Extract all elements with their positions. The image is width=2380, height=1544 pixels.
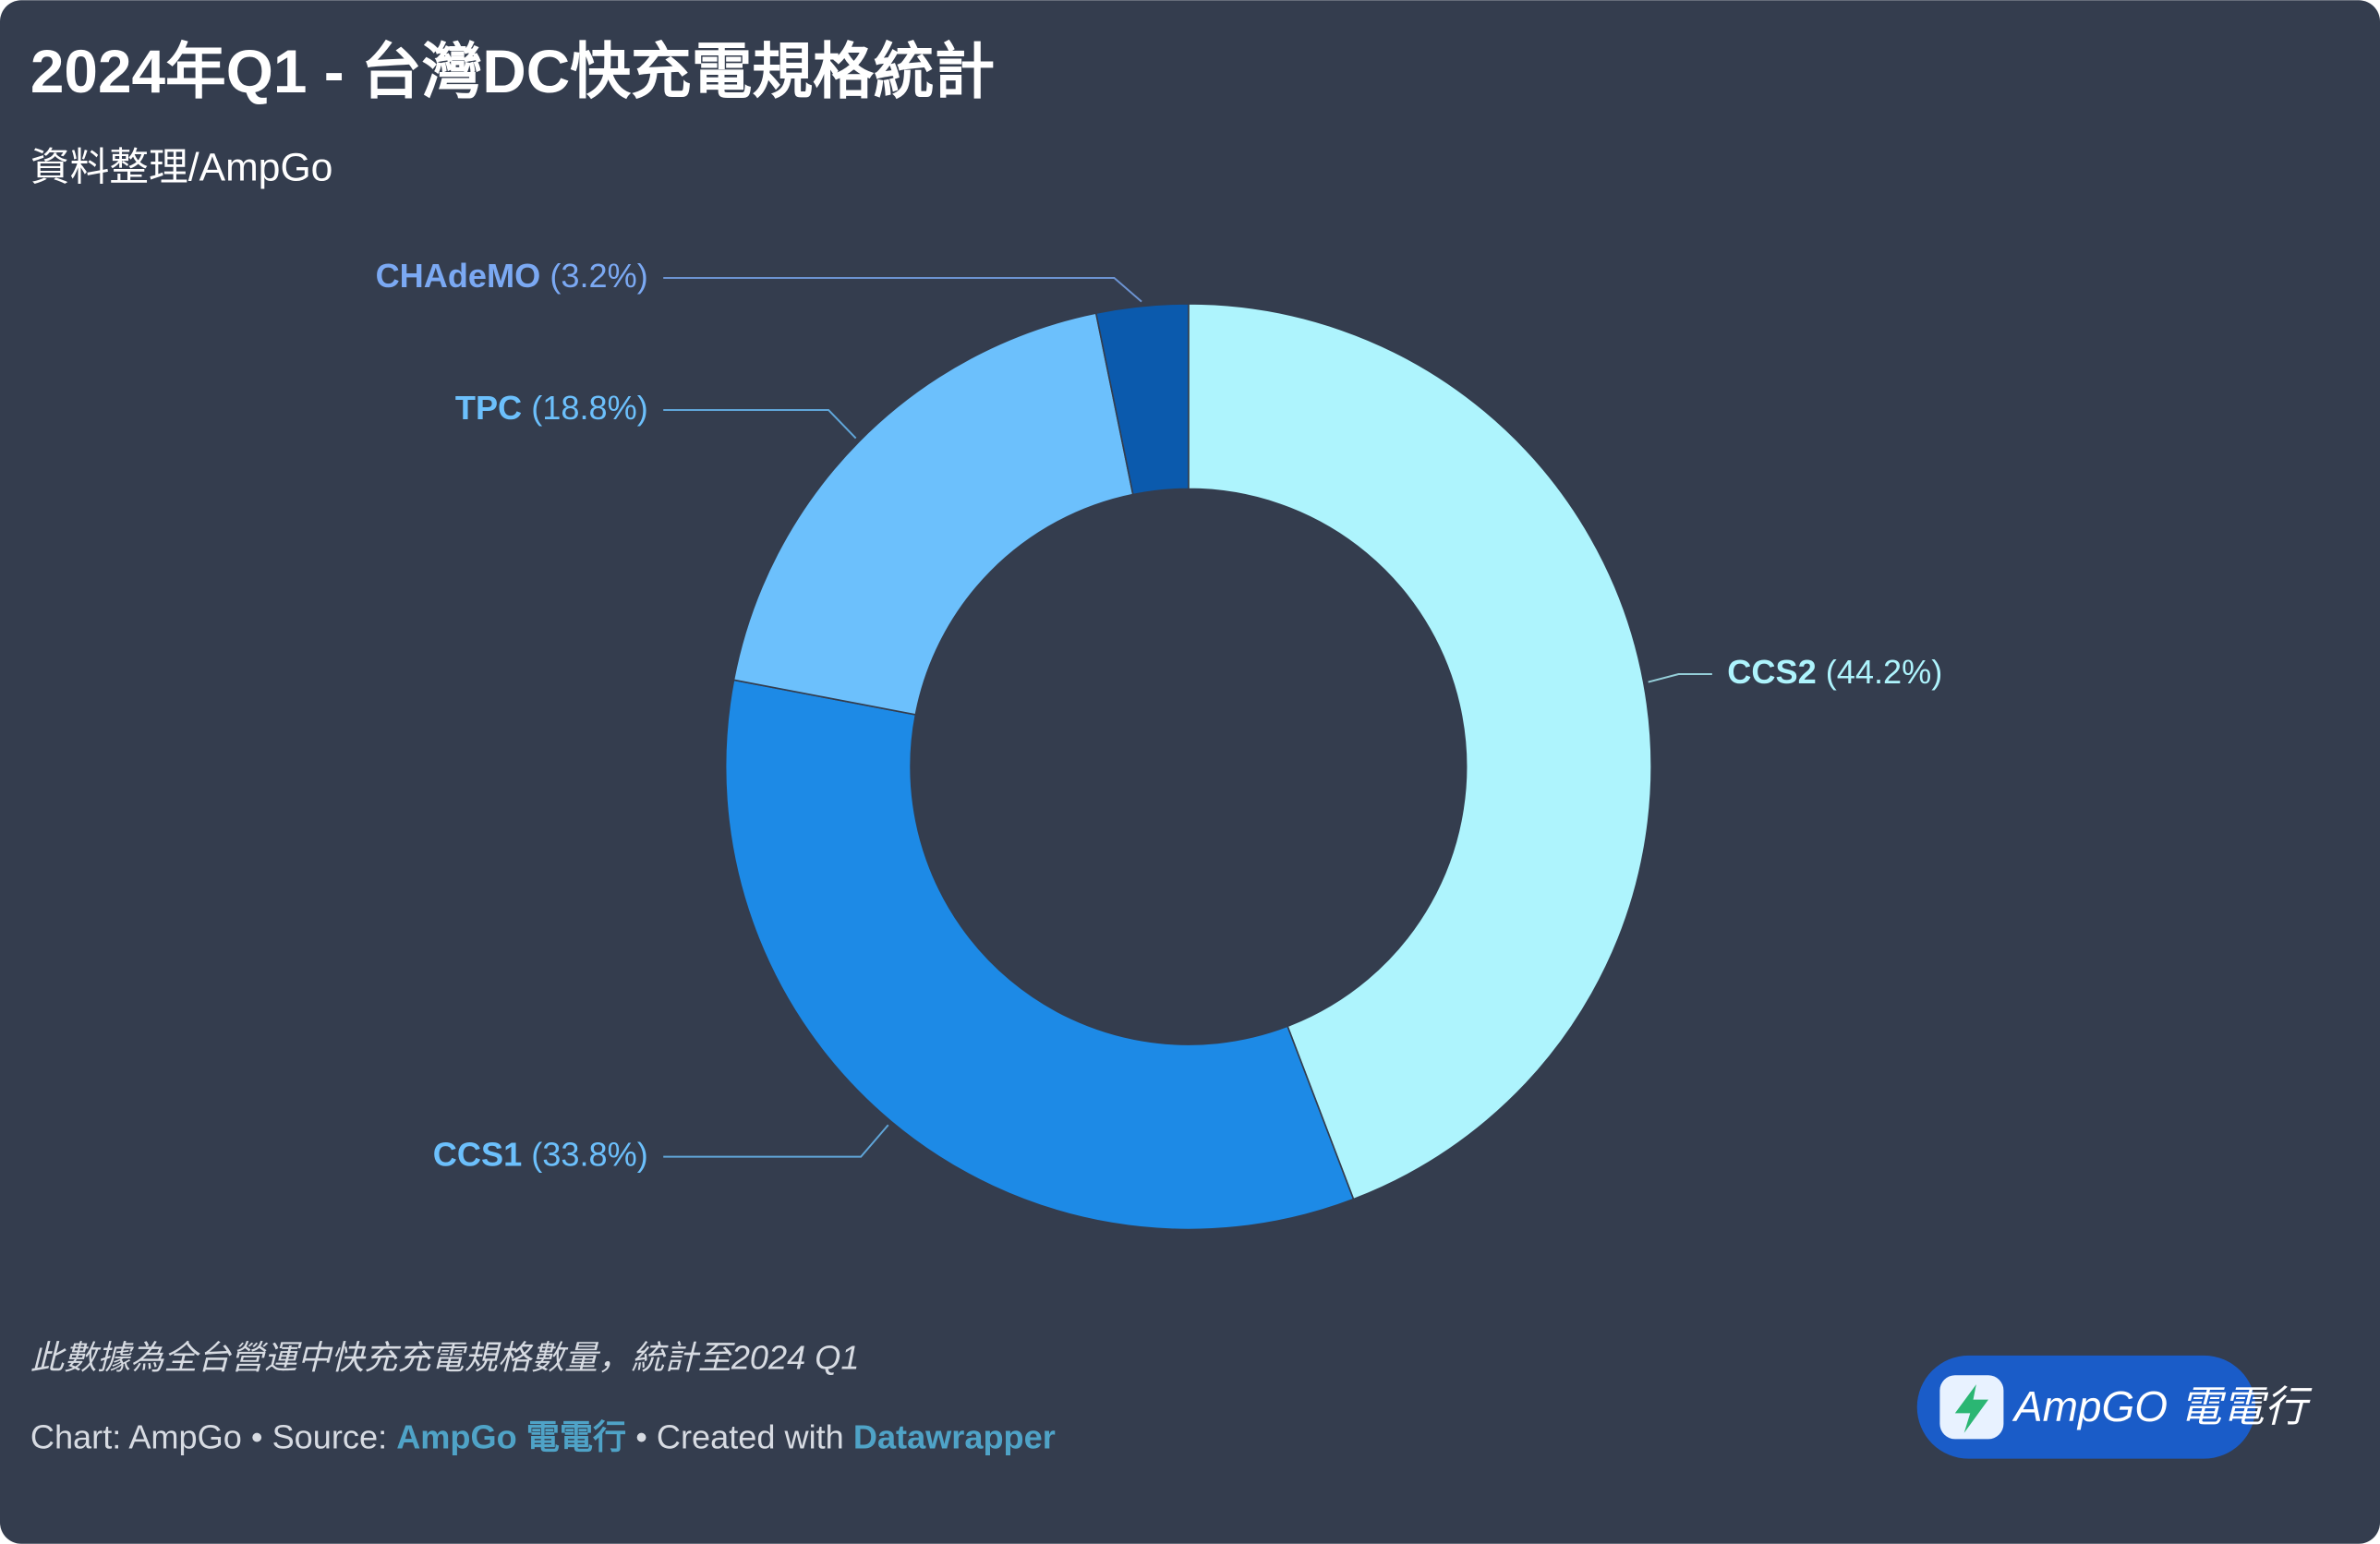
value-label: (18.8%) (531, 389, 648, 427)
category-label: TPC (455, 389, 522, 427)
value-label: (33.8%) (531, 1135, 648, 1173)
footer: Chart: AmpGo • Source: AmpGo 電電行 • Creat… (30, 1417, 1056, 1455)
created-label: • Created with (635, 1417, 844, 1455)
donut-slice (1188, 303, 1652, 1200)
tool-link[interactable]: Datawrapper (853, 1417, 1056, 1455)
leader-line (663, 277, 1142, 303)
chart-credit: Chart: AmpGo • Source: (30, 1417, 387, 1455)
data-label: TPC (18.8%) (455, 389, 648, 427)
category-label: CCS2 (1727, 653, 1816, 691)
donut-slice (732, 312, 1134, 716)
value-label: (44.2%) (1826, 653, 1943, 691)
data-label: CCS2 (44.2%) (1727, 653, 1942, 691)
data-label: CHAdeMO (3.2%) (376, 257, 648, 295)
plot-area: CCS2 (44.2%) CCS1 (33.8%) TPC (18.8%) CHAde… (376, 257, 1942, 1231)
category-label: CCS1 (433, 1135, 522, 1173)
leader-line (1648, 673, 1712, 683)
donut-slice (724, 679, 1355, 1231)
value-label: (3.2%) (550, 257, 647, 295)
category-label: CHAdeMO (376, 257, 541, 295)
leader-line (663, 409, 857, 440)
data-label: CCS1 (33.8%) (433, 1135, 648, 1173)
chart-subtitle: 資料整理/AmpGo (30, 146, 333, 190)
badge-background (1916, 1355, 2256, 1459)
badge-bolt (1954, 1384, 1988, 1433)
note: 此數據為全台營運中快充充電規格數量，統計至2024 Q1 (30, 1338, 860, 1376)
badge[interactable]: AmpGO 電電行 (1916, 1355, 2313, 1459)
badge-text: AmpGO 電電行 (2012, 1382, 2313, 1430)
source-link[interactable]: AmpGo 電電行 (396, 1417, 626, 1455)
donut-slice (1094, 303, 1190, 496)
chart-title: 2024年Q1 - 台灣DC快充電規格統計 (30, 37, 995, 105)
leader-line (663, 1124, 889, 1158)
